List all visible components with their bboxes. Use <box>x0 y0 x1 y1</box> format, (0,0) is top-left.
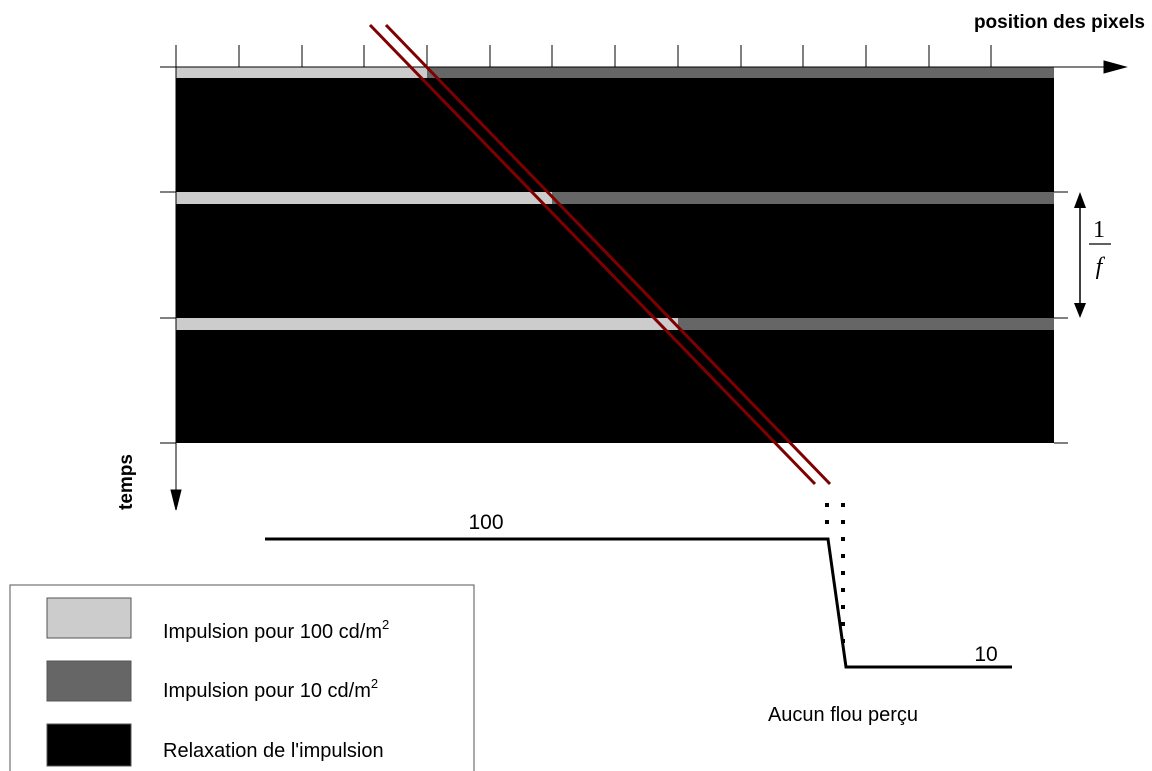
y-axis-label: temps <box>116 454 137 510</box>
projection-dots <box>825 503 845 643</box>
legend-label-impulse-100: Impulsion pour 100 cd/m2 <box>163 617 389 643</box>
legend-swatch-impulse-100 <box>46 597 132 639</box>
period-numerator: 1 <box>1093 217 1105 243</box>
legend-swatch-impulse-10 <box>46 660 132 702</box>
frame-blocks <box>176 67 1054 443</box>
legend-label-relaxation: Relaxation de l'impulsion <box>163 740 384 762</box>
period-indicator: 1 f <box>1074 192 1111 318</box>
profile-high-value: 100 <box>468 511 503 534</box>
y-axis-ticks <box>160 191 176 444</box>
perceived-luminance-profile <box>265 537 1012 669</box>
frame-2-impulse-100 <box>176 192 552 204</box>
frame-1-impulse-100 <box>176 67 427 78</box>
frame-3-impulse-100 <box>176 318 678 330</box>
legend-label-impulse-10: Impulsion pour 10 cd/m2 <box>163 676 378 702</box>
axes <box>160 45 1128 511</box>
x-axis-ticks <box>238 45 992 67</box>
period-arrow-top <box>1074 192 1086 208</box>
profile-caption: Aucun flou perçu <box>768 704 918 726</box>
legend-swatch-relaxation <box>46 723 132 767</box>
eye-tracking-line-right <box>384 23 832 486</box>
frame-1-impulse-10 <box>427 67 1054 78</box>
frame-right-ticks <box>1054 66 1068 444</box>
profile-low-value: 10 <box>974 643 997 666</box>
eye-tracking-line-left <box>368 23 817 486</box>
frame-3-impulse-10 <box>678 318 1054 330</box>
eye-tracking-lines <box>368 23 832 486</box>
period-denominator: f <box>1096 254 1106 280</box>
period-arrow-bottom <box>1074 303 1086 318</box>
y-axis-arrowhead <box>170 489 182 511</box>
x-axis-arrowhead <box>1103 60 1128 74</box>
x-axis-label: position des pixels <box>974 12 1145 33</box>
legend: Impulsion pour 100 cd/m2 Impulsion pour … <box>9 584 475 771</box>
frame-1-relaxation <box>176 78 1054 192</box>
frame-2-impulse-10 <box>552 192 1054 204</box>
frame-3-relaxation <box>176 330 1054 443</box>
